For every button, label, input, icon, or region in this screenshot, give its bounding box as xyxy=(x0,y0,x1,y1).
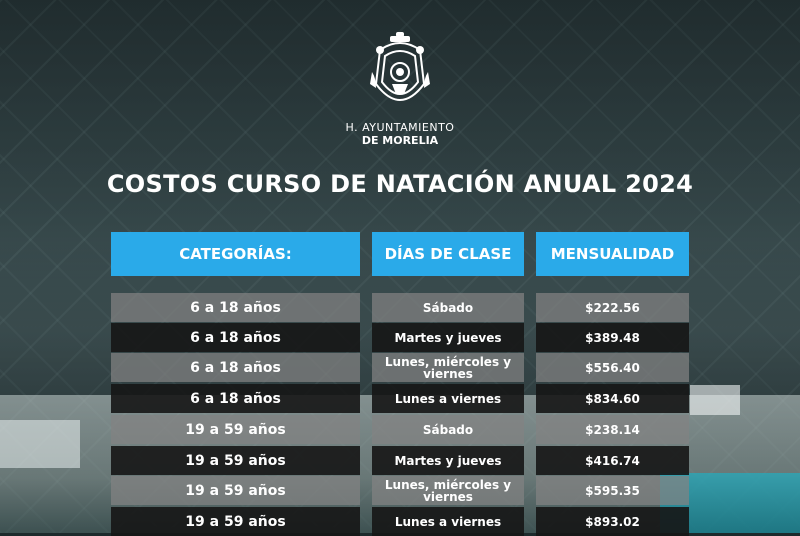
table-cell-categoria: 6 a 18 años xyxy=(111,323,360,352)
table-cell-categoria: 19 a 59 años xyxy=(111,476,360,505)
background-window xyxy=(690,385,740,415)
table-cell-dias: Lunes, miércoles y viernes xyxy=(372,476,524,505)
column-header-dias-de-clase: DÍAS DE CLASE xyxy=(372,232,524,276)
table-cell-mensualidad: $893.02 xyxy=(536,507,689,536)
table-cell-dias: Sábado xyxy=(372,293,524,322)
table-cell-categoria: 6 a 18 años xyxy=(111,353,360,382)
table-cell-categoria: 19 a 59 años xyxy=(111,446,360,475)
table-cell-categoria: 19 a 59 años xyxy=(111,507,360,536)
table-cell-mensualidad: $222.56 xyxy=(536,293,689,322)
table-cell-dias: Lunes a viernes xyxy=(372,384,524,413)
table-cell-mensualidad: $556.40 xyxy=(536,353,689,382)
column-header-categorias: CATEGORÍAS: xyxy=(111,232,360,276)
background-window xyxy=(0,420,80,468)
table-cell-mensualidad: $238.14 xyxy=(536,415,689,444)
table-cell-dias: Lunes, miércoles y viernes xyxy=(372,353,524,382)
page-title: COSTOS CURSO DE NATACIÓN ANUAL 2024 xyxy=(106,170,694,198)
table-cell-mensualidad: $834.60 xyxy=(536,384,689,413)
table-cell-mensualidad: $595.35 xyxy=(536,476,689,505)
table-cell-mensualidad: $389.48 xyxy=(536,323,689,352)
org-name-line1: H. AYUNTAMIENTO xyxy=(345,121,455,134)
morelia-coat-of-arms-icon xyxy=(370,32,430,101)
table-cell-dias: Sábado xyxy=(372,415,524,444)
table-cell-categoria: 6 a 18 años xyxy=(111,384,360,413)
org-name-line2: DE MORELIA xyxy=(361,134,439,147)
table-cell-dias: Lunes a viernes xyxy=(372,507,524,536)
column-header-mensualidad: MENSUALIDAD xyxy=(536,232,689,276)
table-cell-categoria: 19 a 59 años xyxy=(111,415,360,444)
table-cell-dias: Martes y jueves xyxy=(372,323,524,352)
table-cell-dias: Martes y jueves xyxy=(372,446,524,475)
table-cell-categoria: 6 a 18 años xyxy=(111,293,360,322)
table-cell-mensualidad: $416.74 xyxy=(536,446,689,475)
